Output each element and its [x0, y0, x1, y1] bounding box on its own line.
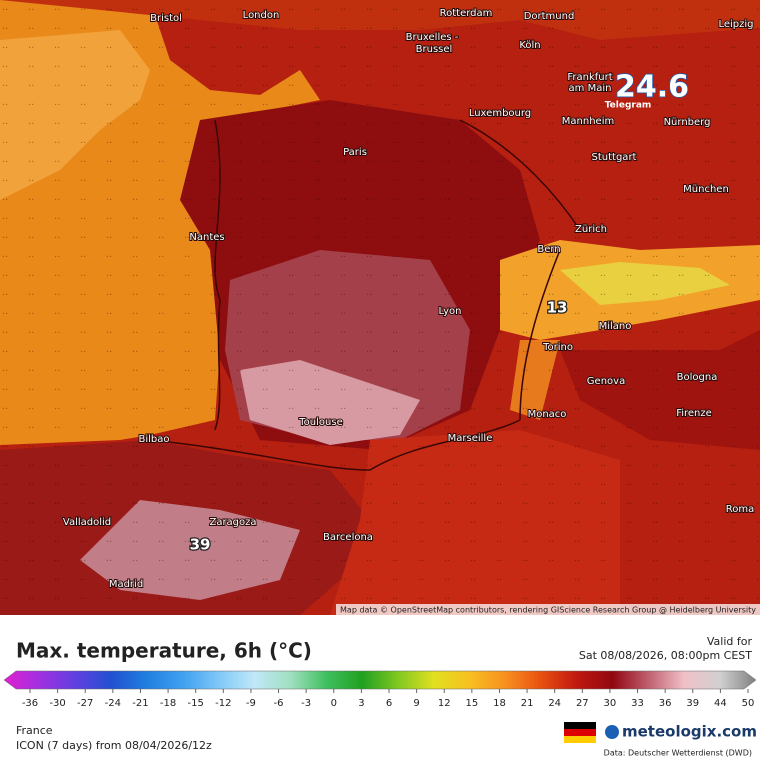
colorbar-tick-label: 15 — [465, 698, 478, 709]
city-label: Stuttgart — [592, 152, 637, 163]
city-label: Roma — [726, 504, 755, 515]
city-label: Bologna — [677, 372, 718, 383]
colorbar-tick-label: 39 — [686, 698, 699, 709]
value-grid — [0, 0, 760, 615]
colorbar-tick-label: -36 — [22, 698, 38, 709]
city-label: Paris — [343, 147, 367, 158]
city-label: Genova — [587, 376, 625, 387]
city-label: Dortmund — [524, 11, 575, 22]
colorbar-tick-label: -30 — [49, 698, 65, 709]
title: Max. temperature, 6h (°C) — [16, 639, 312, 663]
colorbar-tick-label: 50 — [742, 698, 755, 709]
city-label: Luxembourg — [469, 108, 531, 119]
colorbar-tick-label: -9 — [246, 698, 256, 709]
colorbar-tick-label: 21 — [521, 698, 534, 709]
colorbar-tick-label: -15 — [188, 698, 204, 709]
city-label: Bruxelles - — [406, 32, 459, 43]
city-label: Brussel — [416, 44, 453, 55]
borders — [149, 119, 581, 471]
city-label: Marseille — [448, 433, 493, 444]
city-label: Toulouse — [298, 417, 342, 428]
colorbar-tick-label: -18 — [160, 698, 176, 709]
city-label: Nantes — [189, 232, 224, 243]
colorbar-tick-label: 36 — [659, 698, 672, 709]
city-label: Torino — [542, 342, 573, 353]
map: Bristol London Rotterdam Dortmund Leipzig Bru… — [0, 0, 760, 615]
city-label: Bilbao — [138, 434, 169, 445]
colorbar-tick-label: 6 — [386, 698, 392, 709]
colorbar-tick-label: 0 — [331, 698, 337, 709]
city-label: Mannheim — [562, 116, 614, 127]
city-label: Nürnberg — [664, 117, 711, 128]
colorbar-tick-label: -27 — [77, 698, 93, 709]
colorbar-tick-label: 30 — [604, 698, 617, 709]
city-label: Milano — [599, 321, 632, 332]
colorbar-tick-label: -3 — [301, 698, 311, 709]
colorbar-tick-label: 33 — [631, 698, 644, 709]
colorbar-tick-label: 44 — [714, 698, 727, 709]
city-label: Firenze — [676, 408, 712, 419]
watermark: 24.6 — [615, 70, 689, 105]
colorbar-tick-label: 18 — [493, 698, 506, 709]
region: France — [16, 724, 53, 737]
city-label: Lyon — [438, 306, 461, 317]
city-label: Zürich — [575, 224, 607, 235]
city-label: am Main — [569, 83, 612, 94]
valid-label: Valid for — [707, 635, 753, 648]
colorbar-tick-label: 27 — [576, 698, 589, 709]
highlight-value: 39 — [190, 536, 211, 554]
colorbar-tick-label: 12 — [438, 698, 451, 709]
city-label: Valladolid — [63, 517, 111, 528]
colorbar-tick-label: -21 — [132, 698, 148, 709]
city-label: Bristol — [150, 13, 182, 24]
flag — [564, 722, 596, 743]
colorbar-tick-label: -12 — [215, 698, 231, 709]
brand[interactable]: meteologix.com — [622, 723, 757, 741]
city-label: Barcelona — [323, 532, 373, 543]
city-label: München — [683, 184, 729, 195]
city-label: Monaco — [528, 409, 567, 420]
city-label: Bern — [537, 244, 560, 255]
attribution-bg — [336, 604, 760, 615]
city-label: Frankfurt — [567, 72, 612, 83]
source: Data: Deutscher Wetterdienst (DWD) — [604, 749, 752, 758]
city-label: Madrid — [109, 579, 143, 590]
highlight-value: 13 — [547, 299, 568, 317]
brand-icon — [605, 725, 619, 739]
colorbar-tick-label: -6 — [274, 698, 284, 709]
watermark-sub: Telegram — [605, 101, 652, 111]
city-label: Leipzig — [718, 19, 753, 30]
model: ICON (7 days) from 08/04/2026/12z — [16, 739, 212, 752]
city-label: London — [243, 10, 280, 21]
colorbar-tick-label: 9 — [413, 698, 419, 709]
valid-time: Sat 08/08/2026, 08:00pm CEST — [579, 649, 752, 662]
attribution: Map data © OpenStreetMap contributors, r… — [340, 606, 756, 615]
colorbar-tick-label: 24 — [548, 698, 561, 709]
city-label: Köln — [519, 40, 540, 51]
city-label: Zaragoza — [209, 517, 256, 528]
city-label: Rotterdam — [440, 8, 493, 19]
colorbar-tick-label: -24 — [105, 698, 121, 709]
colorbar-tick-label: 3 — [358, 698, 364, 709]
colorbar — [3, 670, 757, 690]
